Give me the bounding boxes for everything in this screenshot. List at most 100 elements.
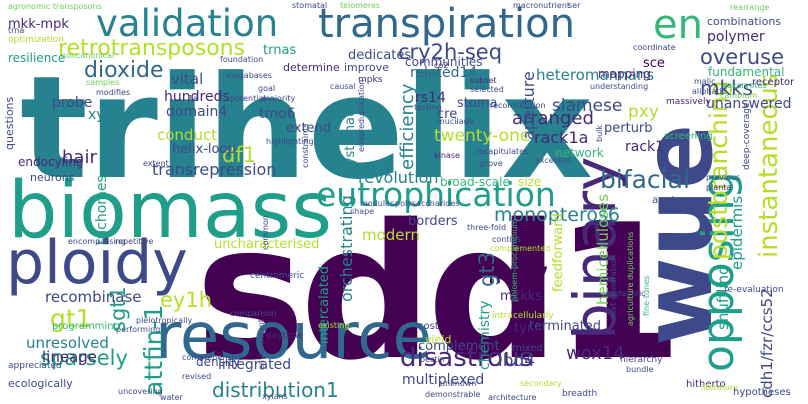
cloud-word: retrotransposons bbox=[58, 36, 246, 61]
cloud-word: mapping bbox=[598, 67, 651, 81]
cloud-word: broad-scale bbox=[440, 175, 510, 189]
cloud-word: siamese bbox=[552, 96, 623, 116]
cloud-word: sparsely bbox=[40, 346, 128, 370]
cloud-word: recapitulates bbox=[476, 147, 529, 156]
cloud-word: coordinate bbox=[633, 43, 676, 52]
cloud-word: modifies bbox=[96, 88, 131, 97]
cloud-word: biomass bbox=[8, 166, 332, 256]
cloud-word: transrepression bbox=[152, 160, 277, 179]
cloud-word: communities bbox=[405, 55, 483, 69]
cloud-word: dioxide bbox=[84, 58, 164, 83]
cloud-word: re-evaluation bbox=[724, 285, 784, 295]
cloud-word: intercalated bbox=[317, 265, 332, 344]
cloud-word: gt1 bbox=[50, 304, 92, 333]
cloud-word: cre bbox=[437, 107, 458, 122]
cloud-word: modern bbox=[362, 226, 420, 244]
cloud-word: hierarchy bbox=[620, 355, 663, 365]
cloud-word: mkks bbox=[700, 76, 754, 100]
cloud-word: pxy bbox=[628, 102, 659, 122]
cloud-word: arranged bbox=[512, 108, 594, 129]
cloud-word: noncanonical bbox=[61, 51, 115, 60]
cloud-word: feedforward bbox=[551, 213, 566, 292]
cloud-word: ser bbox=[568, 1, 581, 10]
cloud-word: hypotheses bbox=[733, 387, 791, 398]
cloud-word: multiplexed bbox=[402, 372, 485, 388]
cloud-word: improve bbox=[344, 61, 390, 74]
cloud-word: vital bbox=[171, 70, 204, 88]
cloud-word: polymer bbox=[707, 29, 765, 45]
cloud-word: complement bbox=[418, 339, 500, 354]
cloud-word: screening bbox=[664, 131, 713, 142]
cloud-word: optimization bbox=[8, 35, 64, 45]
cloud-word: mkk7 bbox=[488, 264, 549, 289]
cloud-word: epidermis bbox=[728, 195, 746, 270]
cloud-word: revolution bbox=[358, 168, 439, 187]
cloud-word: trihelix bbox=[20, 46, 593, 211]
cloud-word: receptor bbox=[752, 77, 795, 88]
cloud-word: cdh1/fzr/ccs52 bbox=[758, 288, 776, 398]
cloud-word: telomeres bbox=[340, 1, 381, 10]
cloud-word: samples bbox=[86, 78, 120, 87]
cloud-word: macronutrient bbox=[513, 1, 571, 10]
cloud-word: architecture bbox=[488, 393, 537, 402]
cloud-word: agriculture duplications bbox=[626, 231, 635, 326]
cloud-word: yield bbox=[425, 333, 452, 346]
cloud-word: testing bbox=[414, 103, 442, 112]
cloud-word: majority bbox=[262, 94, 296, 103]
cloud-word: questions bbox=[3, 96, 16, 150]
cloud-word: lineage bbox=[42, 348, 98, 366]
cloud-word: complemented bbox=[490, 244, 551, 253]
cloud-word: malic bbox=[694, 77, 716, 86]
cloud-word: secondary bbox=[520, 379, 562, 388]
cloud-word: helix-loop bbox=[172, 142, 236, 157]
cloud-word: rearrange bbox=[730, 3, 770, 12]
cloud-word: stoma bbox=[457, 96, 498, 111]
cloud-word: next-generation bbox=[609, 255, 618, 320]
cloud-word: three-fold bbox=[467, 223, 507, 232]
cloud-word: pleiotropically bbox=[136, 316, 193, 325]
cloud-word: uncovering bbox=[118, 387, 163, 396]
cloud-word: perturb bbox=[604, 121, 653, 136]
cloud-word: borders bbox=[408, 214, 458, 229]
cloud-word: rack1a bbox=[534, 128, 589, 147]
cloud-word: network bbox=[555, 146, 604, 160]
cloud-word: intracellularly bbox=[492, 311, 554, 321]
cloud-word: modules bbox=[360, 199, 395, 208]
cloud-word: systematic bbox=[343, 101, 358, 172]
cloud-word: comparison bbox=[230, 309, 277, 318]
cloud-word: selected bbox=[470, 85, 504, 94]
cloud-word: combinations bbox=[707, 15, 782, 28]
cloud-word: hair bbox=[62, 147, 97, 168]
cloud-word: validation bbox=[96, 2, 279, 45]
cloud-word: hundreds bbox=[164, 89, 230, 105]
cloud-word: co2 bbox=[434, 61, 449, 70]
cloud-word: cry2h-seq bbox=[398, 40, 503, 64]
cloud-word: extent bbox=[143, 159, 169, 168]
cloud-word: centromeric bbox=[250, 271, 305, 281]
cloud-word: foundation bbox=[220, 55, 264, 64]
cloud-word: comprehensive bbox=[182, 353, 244, 362]
cloud-word: sce bbox=[643, 56, 665, 71]
cloud-word: df1 bbox=[222, 143, 257, 167]
cloud-word: aperture bbox=[519, 71, 538, 140]
cloud-word: unanswered bbox=[706, 96, 792, 112]
cloud-word: massively bbox=[666, 97, 711, 107]
cloud-word: apc/c bbox=[652, 195, 679, 206]
cloud-word: daytime bbox=[266, 331, 303, 341]
cloud-word: eutrophication bbox=[316, 175, 556, 214]
cloud-word: deep-coverage bbox=[742, 102, 752, 170]
cloud-word: highlighting bbox=[266, 137, 314, 146]
cloud-word: encompassing bbox=[68, 237, 126, 246]
cloud-word: determine bbox=[283, 61, 340, 74]
cloud-word: goal bbox=[258, 84, 276, 93]
cloud-word: resource bbox=[155, 300, 432, 374]
cloud-word: resilience bbox=[8, 51, 66, 65]
cloud-word: ey1h bbox=[160, 288, 213, 312]
cloud-word: transpiration bbox=[318, 1, 575, 47]
cloud-word: twenty-one bbox=[434, 126, 531, 146]
cloud-word: cambium bbox=[720, 91, 758, 100]
cloud-word: environment bbox=[257, 319, 266, 370]
cloud-word: contigs bbox=[492, 235, 521, 244]
cloud-word: neurons bbox=[30, 171, 75, 184]
